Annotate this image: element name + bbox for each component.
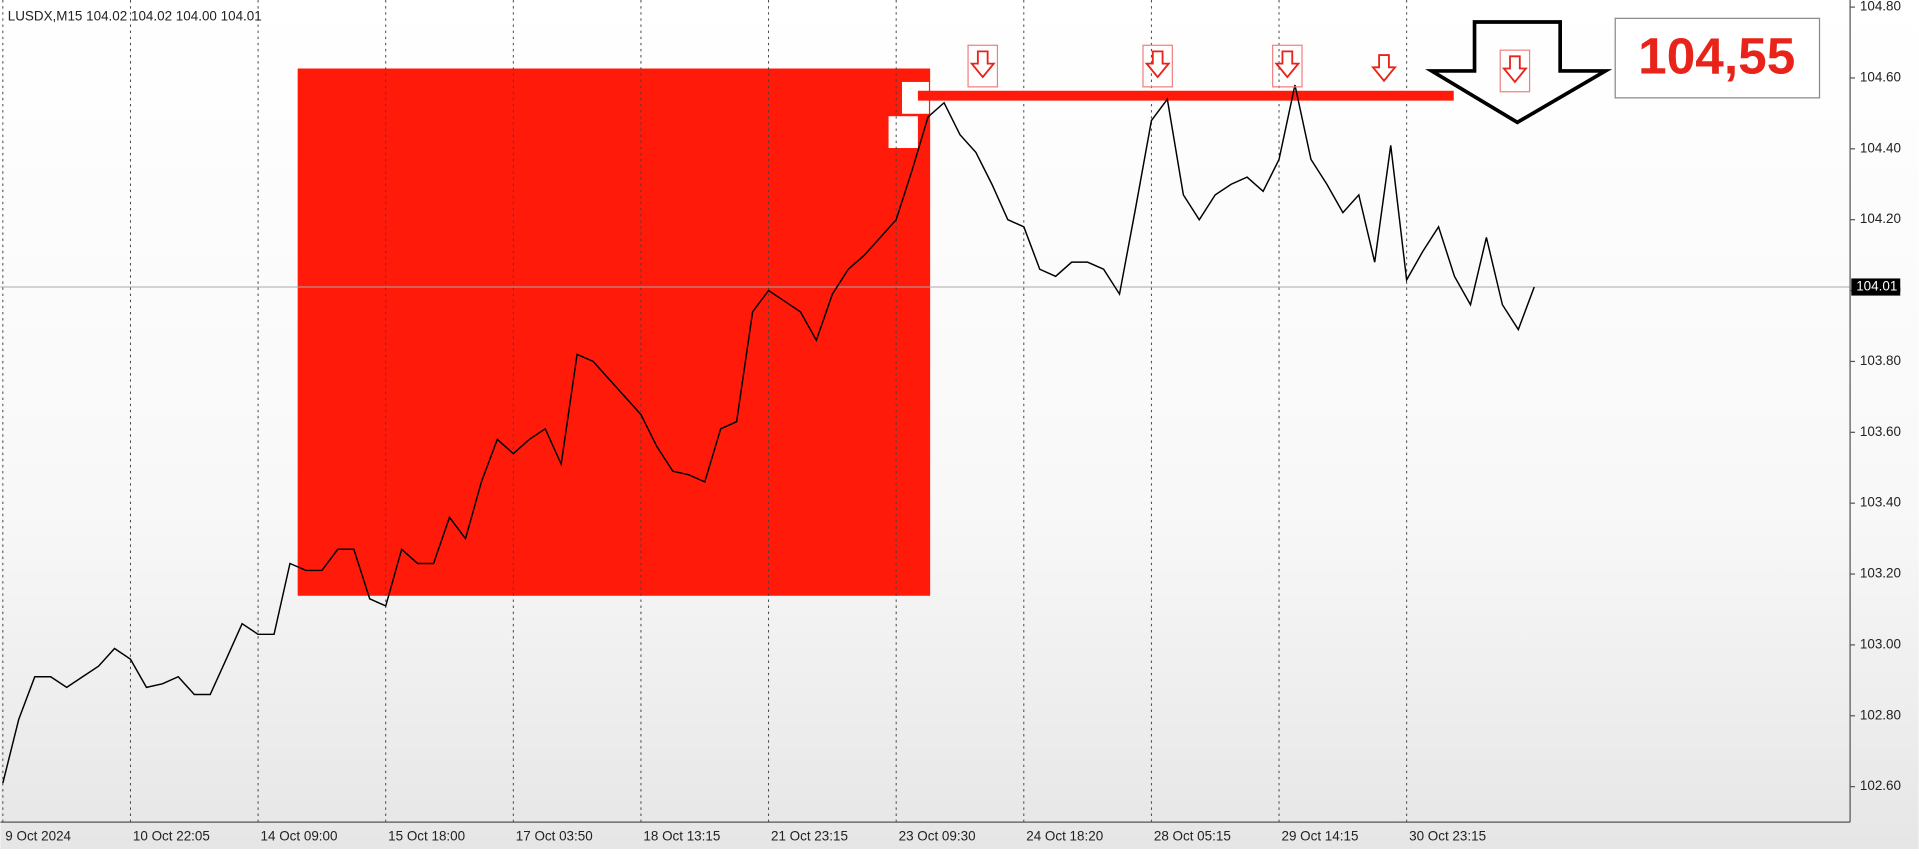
grid: [0, 0, 1851, 823]
marker: [888, 116, 918, 149]
sell-arrow: [1371, 54, 1397, 83]
symbol-info: LUSDX,M15 104.02 104.02 104.00 104.01: [8, 9, 262, 24]
y-tick-label: 103.60: [1860, 424, 1901, 439]
x-tick-label: 17 Oct 03:50: [516, 828, 593, 843]
y-tick-label: 102.80: [1860, 707, 1901, 722]
y-tick-label: 103.80: [1860, 353, 1901, 368]
x-tick-label: 29 Oct 14:15: [1281, 828, 1358, 843]
price-label-box: [1851, 278, 1901, 296]
y-tick-label: 103.20: [1860, 566, 1901, 581]
y-tick-label: 104.40: [1860, 140, 1901, 155]
y-tick-label: 104.80: [1860, 0, 1901, 14]
y-tick-label: 103.00: [1860, 636, 1901, 651]
x-tick-label: 24 Oct 18:20: [1026, 828, 1103, 843]
price-line-series: [2, 84, 1535, 784]
y-tick-label: 103.40: [1860, 495, 1901, 510]
y-tick-label: 104.20: [1860, 211, 1901, 226]
x-tick-label: 28 Oct 05:15: [1154, 828, 1231, 843]
range-box: [297, 68, 931, 596]
y-tick-label: 102.60: [1860, 778, 1901, 793]
x-tick-label: 18 Oct 13:15: [643, 828, 720, 843]
price-label: 104.01: [1856, 279, 1897, 294]
x-tick-label: 10 Oct 22:05: [133, 828, 210, 843]
x-tick-label: 9 Oct 2024: [5, 828, 71, 843]
x-tick-label: 23 Oct 09:30: [899, 828, 976, 843]
x-tick-label: 21 Oct 23:15: [771, 828, 848, 843]
level-label: 104,55: [1638, 27, 1795, 85]
level-box: [1614, 17, 1821, 99]
x-tick-label: 30 Oct 23:15: [1409, 828, 1486, 843]
plot: [2, 84, 1535, 784]
x-tick-label: 14 Oct 09:00: [261, 828, 338, 843]
y-tick-label: 104.60: [1860, 70, 1901, 85]
big-down-arrow: [1425, 20, 1613, 125]
x-tick-label: 15 Oct 18:00: [388, 828, 465, 843]
